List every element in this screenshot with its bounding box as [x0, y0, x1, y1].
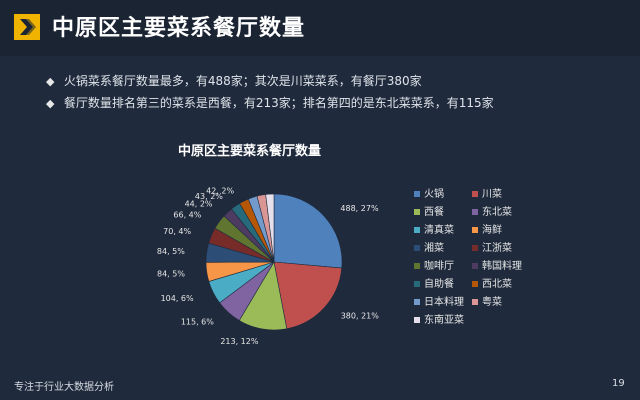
data-label-4: 104, 6%: [161, 294, 194, 303]
legend-swatch: [472, 245, 478, 251]
legend-swatch: [414, 263, 420, 269]
data-label-6: 84, 5%: [157, 247, 185, 256]
bullet-item: ◆ 火锅菜系餐厅数量最多，有488家；其次是川菜菜系，有餐厅380家: [46, 70, 494, 92]
legend-item-12: 日本料理: [414, 296, 464, 310]
legend-item-10: 自助餐: [414, 278, 454, 292]
data-label-5: 84, 5%: [157, 270, 185, 279]
legend-label: 韩国料理: [482, 261, 522, 272]
legend-swatch: [414, 191, 420, 197]
legend-item-6: 湘菜: [414, 242, 444, 256]
legend-label: 西北菜: [482, 279, 512, 290]
legend-label: 西餐: [424, 207, 444, 218]
data-label-7: 70, 4%: [163, 227, 191, 236]
data-label-2: 213, 12%: [220, 337, 259, 346]
legend-swatch: [414, 299, 420, 305]
legend-swatch: [472, 191, 478, 197]
legend-item-4: 清真菜: [414, 224, 454, 238]
bullet-item: ◆ 餐厅数量排名第三的菜系是西餐，有213家；排名第四的是东北菜菜系，有115家: [46, 92, 494, 114]
legend-swatch: [414, 209, 420, 215]
legend-swatch: [414, 245, 420, 251]
chart-title: 中原区主要菜系餐厅数量: [178, 144, 322, 159]
legend-label: 东北菜: [482, 207, 512, 218]
legend-item-0: 火锅: [414, 188, 444, 202]
pie-slice-14: [265, 193, 275, 263]
legend-label: 江浙菜: [482, 243, 512, 254]
legend-item-5: 海鲜: [472, 224, 502, 238]
legend-swatch: [414, 317, 420, 323]
data-label-11: 42, 2%: [206, 186, 234, 195]
legend-label: 清真菜: [424, 225, 454, 236]
legend-label: 湘菜: [424, 243, 444, 254]
bullet-text: 火锅菜系餐厅数量最多，有488家；其次是川菜菜系，有餐厅380家: [63, 74, 422, 88]
data-label-8: 66, 4%: [173, 211, 201, 220]
data-label-0: 488, 27%: [340, 204, 379, 213]
diamond-icon: ◆: [46, 75, 55, 88]
legend-item-3: 东北菜: [472, 206, 512, 220]
legend-swatch: [472, 281, 478, 287]
legend-label: 自助餐: [424, 279, 454, 290]
footer-tagline: 专注于行业大数据分析: [14, 382, 114, 393]
data-label-3: 115, 6%: [181, 318, 214, 327]
legend-label: 粤菜: [482, 297, 502, 308]
legend-label: 东南亚菜: [424, 315, 464, 326]
legend-label: 咖啡厅: [424, 261, 454, 272]
legend-swatch: [472, 263, 478, 269]
pie-slice-0: [273, 193, 343, 269]
legend-item-11: 西北菜: [472, 278, 512, 292]
diamond-icon: ◆: [46, 97, 55, 110]
legend-item-9: 韩国料理: [472, 260, 522, 274]
pie-slice-1: [273, 261, 343, 330]
data-label-1: 380, 21%: [341, 312, 380, 321]
header-bar: 中原区主要菜系餐厅数量: [0, 0, 640, 56]
legend-item-14: 东南亚菜: [414, 314, 464, 328]
legend-label: 火锅: [424, 189, 444, 200]
legend-label: 川菜: [482, 189, 502, 200]
legend-label: 日本料理: [424, 297, 464, 308]
legend-item-7: 江浙菜: [472, 242, 512, 256]
legend-swatch: [414, 227, 420, 233]
data-label-10: 43, 2%: [195, 192, 223, 201]
chevron-right-icon: [14, 14, 40, 40]
legend-label: 海鲜: [482, 225, 502, 236]
legend-swatch: [414, 281, 420, 287]
legend-item-8: 咖啡厅: [414, 260, 454, 274]
bullet-text: 餐厅数量排名第三的菜系是西餐，有213家；排名第四的是东北菜菜系，有115家: [63, 96, 494, 110]
legend-swatch: [472, 227, 478, 233]
legend-item-13: 粤菜: [472, 296, 502, 310]
legend-swatch: [472, 209, 478, 215]
page-title: 中原区主要菜系餐厅数量: [52, 16, 306, 41]
legend-item-2: 西餐: [414, 206, 444, 220]
legend-item-1: 川菜: [472, 188, 502, 202]
legend-swatch: [472, 299, 478, 305]
data-label-9: 44, 2%: [185, 200, 213, 209]
summary-bullets: ◆ 火锅菜系餐厅数量最多，有488家；其次是川菜菜系，有餐厅380家 ◆ 餐厅数…: [46, 70, 494, 114]
page-number: 19: [612, 378, 625, 389]
